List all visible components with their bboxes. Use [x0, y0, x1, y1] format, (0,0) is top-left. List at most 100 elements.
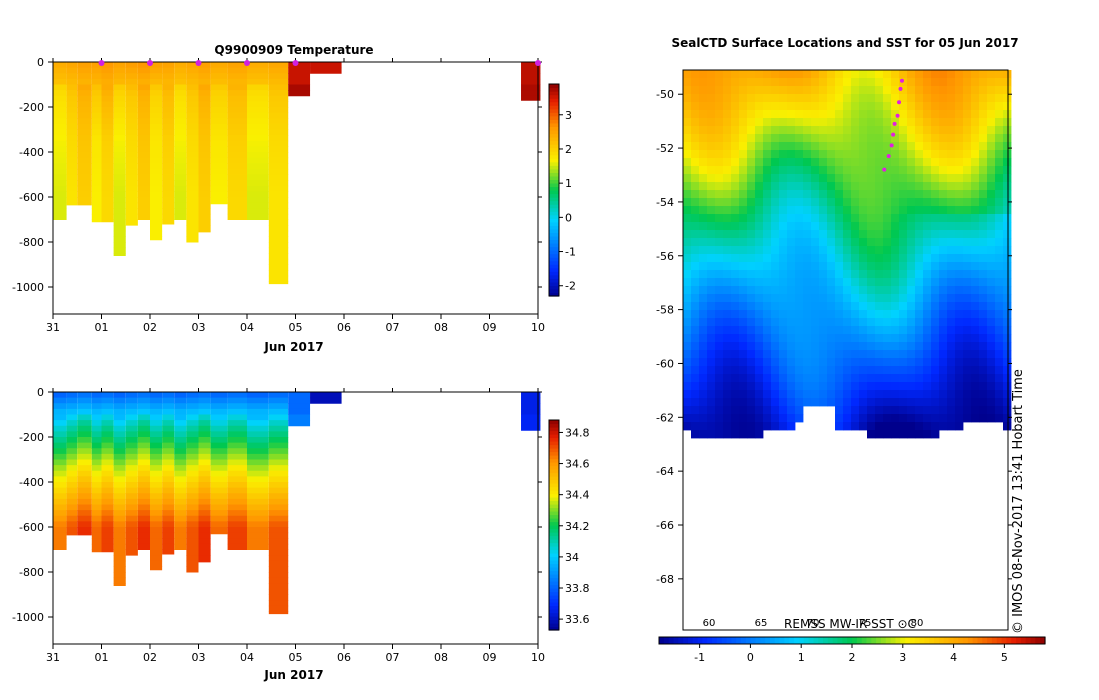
sst-cell — [1003, 254, 1012, 263]
sst-cell — [787, 254, 796, 263]
sst-cell — [899, 70, 908, 79]
sst-cell — [923, 78, 932, 87]
profile-cell — [150, 465, 163, 472]
profile-cell — [247, 504, 269, 511]
sst-cell — [731, 86, 740, 95]
sst-cell — [779, 166, 788, 175]
profile-cell — [137, 504, 150, 511]
sst-cell — [731, 222, 740, 231]
profile-cell — [125, 78, 138, 85]
profile-cell — [77, 403, 92, 410]
profile-cell — [227, 62, 247, 69]
sst-colorbar-segment — [784, 637, 790, 644]
profile-cell — [268, 258, 289, 265]
profile-cell — [150, 191, 163, 198]
profile-cell — [288, 414, 311, 421]
sst-cell — [795, 222, 804, 231]
sst-cell — [819, 294, 828, 303]
profile-cell — [150, 482, 163, 489]
sst-cell — [851, 182, 860, 191]
sst-cell — [963, 150, 972, 159]
sst-cell — [915, 222, 924, 231]
track-point — [895, 113, 900, 118]
sst-colorbar-segment — [760, 637, 766, 644]
sst-cell — [699, 182, 708, 191]
sst-cell — [723, 190, 732, 199]
sst-cell — [963, 206, 972, 215]
profile-cell — [101, 208, 114, 215]
sst-cell — [899, 342, 908, 351]
sst-cell — [915, 382, 924, 391]
sst-cell — [923, 326, 932, 335]
sst-cell — [955, 310, 964, 319]
sst-cell — [795, 230, 804, 239]
profile-cell — [91, 101, 102, 108]
sst-cell — [731, 150, 740, 159]
profile-cell — [125, 219, 138, 226]
sst-cell — [747, 358, 756, 367]
sst-cell — [891, 230, 900, 239]
sst-cell — [971, 302, 980, 311]
sst-cell — [947, 126, 956, 135]
sst-cell — [971, 254, 980, 263]
sst-cell — [979, 182, 988, 191]
profile-cell — [268, 403, 289, 410]
profile-cell — [310, 397, 342, 404]
sst-cell — [811, 246, 820, 255]
sst-cell — [691, 398, 700, 407]
sst-cell — [859, 118, 868, 127]
sst-cell — [979, 302, 988, 311]
sst-cell — [819, 150, 828, 159]
imos-credit-label: © IMOS 08-Nov-2017 13:41 Hobart Time — [1011, 369, 1026, 634]
profile-cell — [91, 112, 102, 119]
sst-cell — [915, 406, 924, 415]
sst-cell — [899, 310, 908, 319]
profile-cell — [66, 397, 78, 404]
profile-cell — [77, 527, 92, 534]
sst-cell — [787, 158, 796, 167]
colorbar-segment — [549, 472, 559, 477]
profile-cell — [137, 135, 150, 142]
sst-cell — [803, 102, 812, 111]
sst-cell — [859, 134, 868, 143]
sst-cell — [987, 254, 996, 263]
sst-cell — [995, 158, 1004, 167]
profile-cell — [77, 414, 92, 421]
profile-cell — [227, 67, 247, 74]
sst-cell — [955, 262, 964, 271]
sst-cell — [867, 70, 876, 79]
y-tick-label: -600 — [19, 191, 44, 204]
sst-cell — [923, 390, 932, 399]
sst-cell — [995, 206, 1004, 215]
sst-cell — [843, 342, 852, 351]
sst-cell — [739, 254, 748, 263]
sst-cell — [851, 390, 860, 399]
sst-cell — [939, 358, 948, 367]
sst-cell — [859, 254, 868, 263]
profile-cell — [101, 67, 114, 74]
sst-cell — [995, 294, 1004, 303]
profile-cell — [162, 420, 175, 427]
sst-cell — [923, 110, 932, 119]
sst-colorbar-segment — [1035, 637, 1041, 644]
sst-cell — [787, 70, 796, 79]
sst-cell — [827, 110, 836, 119]
sst-cell — [731, 190, 740, 199]
y-tick-label: -800 — [19, 566, 44, 579]
sst-cell — [971, 326, 980, 335]
sst-cell — [715, 398, 724, 407]
profile-cell — [77, 459, 92, 466]
sst-cell — [891, 126, 900, 135]
profile-cell — [210, 163, 228, 170]
sst-cell — [763, 350, 772, 359]
profile-cell — [77, 425, 92, 432]
sst-cell — [763, 270, 772, 279]
sst-cell — [779, 374, 788, 383]
profile-cell — [66, 101, 78, 108]
sst-cell — [891, 398, 900, 407]
sst-cell — [787, 374, 796, 383]
profile-cell — [247, 453, 269, 460]
profile-cell — [125, 459, 138, 466]
sst-cell — [923, 174, 932, 183]
profile-cell — [91, 78, 102, 85]
